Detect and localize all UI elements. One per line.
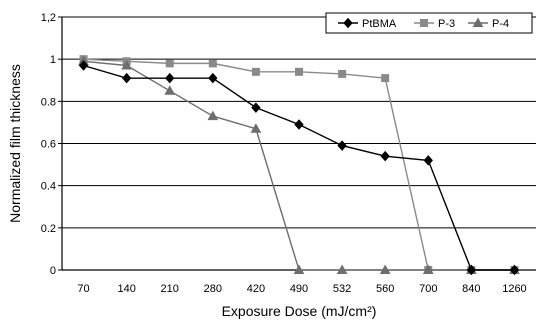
p-3-point (208, 59, 217, 68)
p-4-point (121, 59, 132, 70)
y-tick-label: 0.8 (41, 96, 56, 108)
p-3-point (295, 67, 303, 76)
p-4-point (336, 264, 348, 274)
series-group (78, 55, 520, 276)
x-tick-label: 840 (462, 283, 480, 295)
series-ptbma (78, 60, 520, 276)
ptbma-point (208, 72, 218, 84)
x-tick-label: 560 (376, 283, 394, 295)
x-tick-label: 280 (204, 283, 222, 295)
y-tick-label: 0.6 (41, 139, 56, 151)
x-tick-label: 140 (117, 283, 135, 295)
x-axis-title: Exposure Dose (mJ/cm²) (222, 303, 377, 319)
p-4-point (250, 123, 262, 133)
x-tick-labels: 70 140 210 280 420 490 532 560 700 840 1260 (77, 283, 526, 295)
legend-p-3-point (420, 19, 428, 27)
ptbma-point (466, 264, 477, 276)
ptbma-point (165, 72, 175, 84)
ptbma-point (337, 140, 347, 151)
p-4-point (422, 264, 434, 274)
legend-label: P-3 (438, 18, 455, 30)
y-tick-labels: 0 0.2 0.4 0.6 0.8 1 1,2 (41, 12, 62, 277)
legend-item-p-4: P-4 (468, 17, 509, 30)
legend-label: P-4 (492, 18, 509, 30)
y-tick-label: 0.4 (41, 181, 56, 193)
legend-label: PtBMA (362, 18, 397, 30)
ptbma-point (509, 264, 520, 276)
x-tick-label: 70 (77, 283, 89, 295)
x-tick-label: 532 (333, 283, 351, 295)
y-tick-label: 0 (50, 265, 56, 277)
y-axis-title: Normalized film thickness (7, 64, 23, 223)
legend: PtBMA P-3 P-4 (325, 12, 533, 34)
legend-item-ptbma: PtBMA (338, 17, 397, 30)
ptbma-point (380, 150, 390, 162)
legend-p-4-point (472, 17, 484, 27)
x-tick-label: 420 (247, 283, 265, 295)
gridlines (62, 16, 536, 229)
x-tick-label: 700 (419, 283, 437, 295)
p-4-point (207, 110, 219, 121)
y-tick-label: 1 (50, 54, 56, 66)
legend-item-p-3: P-3 (414, 18, 455, 30)
y-tick-label: 0.2 (41, 223, 56, 235)
legend-ptbma-point (343, 17, 353, 29)
ptbma-point (423, 155, 433, 166)
p-4-point (379, 264, 391, 274)
p-3-point (338, 69, 347, 78)
y-tick-label: 1,2 (41, 12, 56, 24)
x-tick-label: 1260 (502, 283, 526, 295)
p-3-point (251, 67, 260, 76)
ptbma-point (251, 102, 261, 113)
ptbma-point (121, 72, 132, 84)
p-4-point (293, 264, 305, 274)
p-3-point (165, 59, 174, 68)
ptbma-point (78, 60, 89, 71)
x-tick-label: 490 (290, 283, 308, 295)
x-tick-label: 210 (161, 283, 179, 295)
ptbma-point (294, 119, 304, 130)
p-3-point (381, 74, 390, 83)
p-4-point (164, 85, 176, 95)
